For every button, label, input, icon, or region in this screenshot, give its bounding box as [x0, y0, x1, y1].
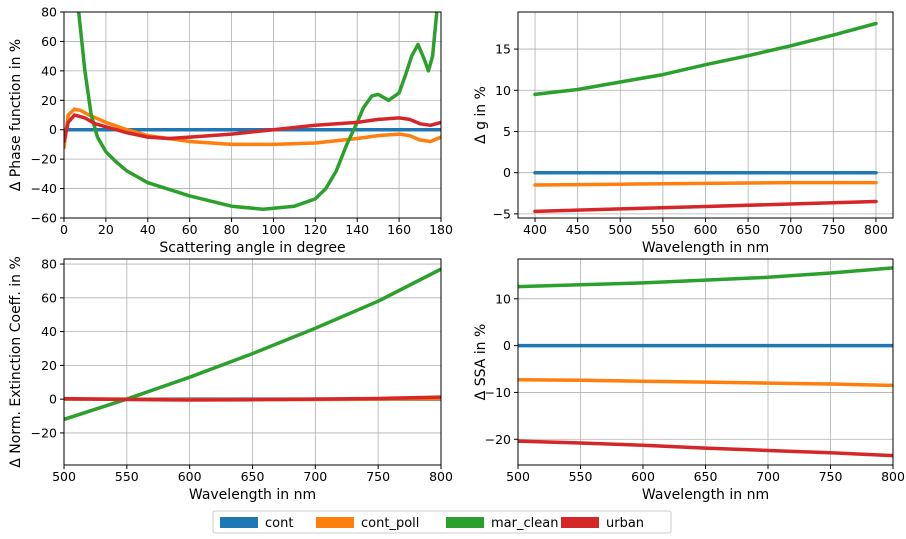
- series-line-mar_clean: [533, 21, 878, 97]
- legend-label-urban: urban: [606, 516, 644, 531]
- y-tick-label: 10: [495, 291, 511, 306]
- x-tick-label: 400: [523, 222, 547, 237]
- y-tick-label: −20: [31, 152, 57, 167]
- series-line-urban: [64, 113, 441, 144]
- x-tick-label: 20: [98, 222, 114, 237]
- subplot-3: 500 550 600 650 700 750 800 −20 0 20 40 60 80 Wavelen…: [8, 256, 453, 503]
- legend-label-mar_clean: mar_clean: [491, 516, 558, 531]
- legend-label-cont: cont: [265, 516, 293, 531]
- y-tick-label: 0: [49, 122, 57, 137]
- x-tick-label: 500: [506, 469, 530, 484]
- series-group: [533, 21, 878, 214]
- series-group: [518, 266, 893, 458]
- y-tick-label: 20: [41, 358, 57, 373]
- x-tick-label: 120: [303, 222, 327, 237]
- y-tick-label: 40: [41, 324, 57, 339]
- y-tick-label: 0: [503, 165, 511, 180]
- x-tick-label: 500: [608, 222, 632, 237]
- x-tick-label: 450: [566, 222, 590, 237]
- x-tick-label: 800: [881, 469, 905, 484]
- x-tick-label: 160: [387, 222, 411, 237]
- y-tick-label: 80: [41, 5, 57, 20]
- x-tick-label: 550: [569, 469, 593, 484]
- x-tick-label: 550: [651, 222, 675, 237]
- series-line-cont_poll: [518, 378, 893, 388]
- y-axis-label: Δ g in %: [473, 86, 489, 144]
- y-tick-label: 5: [503, 124, 511, 139]
- legend-swatch-cont: [220, 517, 258, 528]
- y-axis-label: Δ SSA in %: [473, 324, 489, 401]
- y-tick-label: 40: [41, 63, 57, 78]
- series-line-urban: [518, 439, 893, 458]
- x-axis-label: Scattering angle in degree: [159, 240, 345, 256]
- x-tick-label: 800: [864, 222, 888, 237]
- x-tick-label: 180: [429, 222, 453, 237]
- x-tick-label: 750: [366, 469, 390, 484]
- x-tick-label: 80: [224, 222, 240, 237]
- y-tick-label: −20: [485, 432, 511, 447]
- x-tick-label: 100: [262, 222, 286, 237]
- x-axis-label: Wavelength in nm: [642, 240, 769, 256]
- y-tick-label: −60: [31, 211, 57, 226]
- subplot-4: 500 550 600 650 700 750 800 −20 −10 0 10 Wavelength…: [473, 258, 905, 503]
- x-tick-label: 40: [140, 222, 156, 237]
- subplot-1: 0 20 40 60 80 100 120 140 160 180 −60 −40 −20 0 20 40 60…: [8, 5, 453, 257]
- y-tick-label: 80: [41, 257, 57, 272]
- x-tick-label: 0: [60, 222, 68, 237]
- y-tick-label: −20: [31, 425, 57, 440]
- x-tick-label: 750: [819, 469, 843, 484]
- y-tick-label: −10: [485, 385, 511, 400]
- series-group: [64, 267, 441, 422]
- x-tick-label: 700: [779, 222, 803, 237]
- legend: cont cont_poll mar_clean urban: [212, 510, 672, 534]
- x-tick-label: 650: [241, 469, 265, 484]
- y-tick-label: 0: [503, 338, 511, 353]
- legend-swatch-urban: [561, 517, 599, 528]
- x-axis-label: Wavelength in nm: [642, 487, 769, 503]
- y-tick-label: −5: [493, 206, 511, 221]
- y-tick-label: −40: [31, 181, 57, 196]
- y-tick-label: 15: [495, 42, 511, 57]
- y-tick-label: 0: [49, 392, 57, 407]
- x-tick-label: 600: [178, 469, 202, 484]
- y-axis-label: Δ Norm. Extinction Coeff. in %: [8, 256, 24, 467]
- legend-swatch-mar_clean: [446, 517, 484, 528]
- series-line-urban: [64, 395, 441, 402]
- x-tick-label: 60: [182, 222, 198, 237]
- series-line-urban: [533, 199, 878, 214]
- y-axis-label: Δ Phase function in %: [8, 39, 24, 191]
- x-tick-label: 700: [303, 469, 327, 484]
- x-tick-label: 600: [631, 469, 655, 484]
- x-tick-label: 140: [345, 222, 369, 237]
- y-tick-label: 60: [41, 290, 57, 305]
- y-tick-label: 10: [495, 83, 511, 98]
- legend-label-cont_poll: cont_poll: [361, 516, 419, 531]
- x-tick-label: 650: [694, 469, 718, 484]
- series-group: [64, 12, 441, 211]
- x-tick-label: 750: [821, 222, 845, 237]
- series-line-mar_clean: [76, 12, 439, 211]
- x-axis-label: Wavelength in nm: [189, 487, 316, 503]
- y-tick-label: 60: [41, 34, 57, 49]
- y-tick-label: 20: [41, 93, 57, 108]
- x-tick-label: 550: [115, 469, 139, 484]
- x-tick-label: 600: [694, 222, 718, 237]
- x-tick-label: 500: [52, 469, 76, 484]
- x-tick-label: 650: [736, 222, 760, 237]
- series-line-cont_poll: [533, 180, 878, 187]
- x-tick-label: 800: [429, 469, 453, 484]
- series-line-mar_clean: [518, 266, 893, 289]
- axes-frame: [63, 11, 442, 219]
- legend-swatch-cont_poll: [316, 517, 354, 528]
- x-tick-label: 700: [756, 469, 780, 484]
- series-line-cont_poll: [64, 107, 441, 150]
- subplot-2: 400 450 500 550 600 650 700 750 800 −5 0 5 10 15 Wavel…: [473, 11, 894, 256]
